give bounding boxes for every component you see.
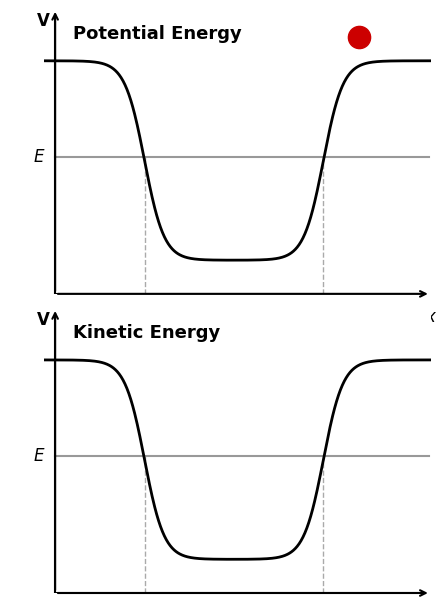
Text: E: E [34,147,44,165]
Text: Potential Energy: Potential Energy [73,25,242,43]
Text: V: V [37,311,50,329]
Point [356,33,363,43]
Text: x: x [426,308,436,326]
Text: E: E [34,447,44,465]
Text: Kinetic Energy: Kinetic Energy [73,323,220,341]
Text: V: V [37,11,50,29]
